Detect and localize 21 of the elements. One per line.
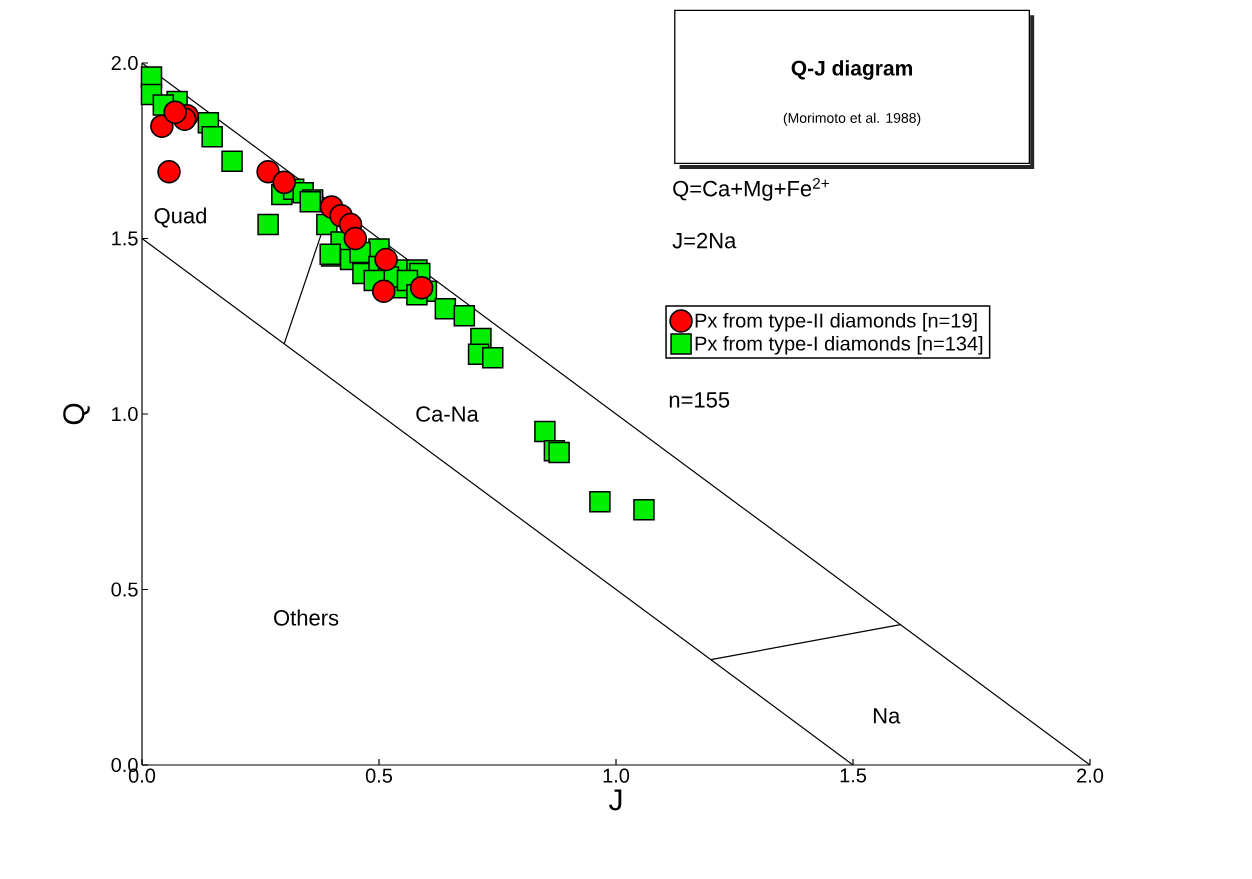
legend-label: Px from type-I diamonds [n=134] [695,335,983,355]
chart-title: Q-J diagram [791,60,913,80]
y-axis-title: Q [63,403,90,425]
annotation: Quad [154,207,206,228]
annotation: n=155 [669,392,730,408]
y-tick-label: 0.5 [111,582,138,597]
x-tick-label: 0.5 [365,768,393,783]
y-tick-label: 2.0 [111,55,138,71]
text: (Morimoto et al. 1988) [783,112,921,126]
legend-label: Px from type-II diamonds [n=19] [695,312,977,332]
x-axis-title: J [608,789,622,811]
annotation: J=2Na [672,232,737,249]
x-tick-label: 1.0 [603,768,630,783]
x-tick-label: 1.5 [840,768,867,783]
annotation: Others [274,609,339,626]
annotation: Na [873,708,901,724]
y-tick-label: 1.0 [112,406,138,422]
annotation: Q=Ca+Mg+Fe$^{2+}$ [673,177,829,201]
y-tick-label: 1.5 [112,231,138,246]
x-tick-label: 2.0 [1077,768,1104,783]
annotation: Ca-Na [416,406,479,422]
